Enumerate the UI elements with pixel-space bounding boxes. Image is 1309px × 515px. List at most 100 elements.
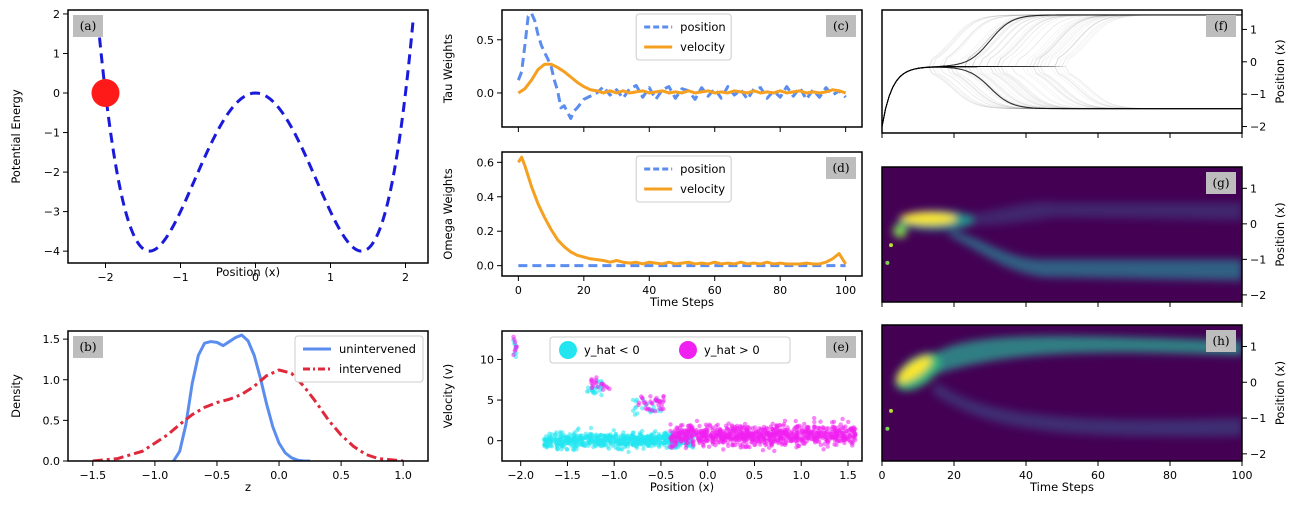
panel-g: −2 −1 0 1 Position (x) (g) [881,166,1287,307]
scatter-point [745,425,750,430]
scatter-point [706,444,712,449]
scatter-point [676,430,682,435]
y-tick-label: 1 [53,47,60,60]
scatter-point [601,382,606,387]
scatter-point [690,442,696,447]
panel-label-bg [73,336,103,358]
trajectory-line [882,14,1242,127]
scatter-point [805,428,811,433]
scatter-point [555,447,560,452]
scatter-point [636,400,642,405]
x-axis-label: Time Steps [1029,480,1094,494]
plot-area-g [882,167,1242,302]
trajectory-line [882,14,1242,127]
trajectory-line [882,14,1242,127]
scatter-point [836,428,842,433]
scatter-point [641,439,646,444]
y-tick-label: 0 [1250,376,1257,389]
heatmap-band-upper [946,202,1242,226]
scatter-point [597,434,602,439]
trajectory-line [882,14,1242,127]
scatter-point [731,443,736,448]
trajectory-line [882,14,1242,127]
scatter-point [740,441,745,447]
x-tick-label: −1 [172,271,188,284]
x-tick-label: 60 [1091,469,1105,482]
trajectory-main [882,14,1242,127]
scatter-point [542,444,547,449]
scatter-point [513,344,518,349]
x-tick-label: 0.0 [699,469,717,482]
scatter-point [631,441,636,446]
scatter-point [824,426,829,431]
y-tick-label: 1.5 [43,333,61,346]
x-tick-label: 60 [708,284,722,297]
trajectory-line [882,14,1242,127]
scatter-point [732,437,738,443]
legend-entry: velocity [680,40,725,54]
scatter-point [651,404,656,409]
scatter-point [617,442,622,448]
scatter-point [741,425,746,430]
scatter-point [778,440,784,445]
scatter-point [781,422,787,427]
x-tick-label: 0 [879,469,886,482]
panel-label: (a) [73,15,103,37]
trajectory-line [882,14,1242,127]
scatter-point [657,406,663,412]
trajectory-line [882,14,1242,127]
scatter-point [662,434,667,439]
scatter-point [816,432,821,438]
scatter-point [794,435,799,440]
trajectory-line [882,14,1242,127]
scatter-point [582,443,587,448]
y-tick-label: −2 [1250,289,1266,302]
scatter-point [796,443,801,449]
scatter-point [596,384,601,390]
scatter-point [578,437,583,442]
trajectory-line [882,14,1242,127]
scatter-point [654,395,659,401]
panel-label: (b) [73,336,103,358]
y-tick-label: 0.5 [43,414,61,427]
scatter-point [823,431,828,436]
scatter-point [573,439,578,444]
scatter-point [639,394,644,399]
y-tick-label: −2 [44,166,60,179]
trajectory-line [882,14,1242,127]
scatter-point [657,399,663,404]
trajectory-line [882,14,1242,127]
scatter-point [656,402,661,407]
panel-label: (d) [826,157,856,179]
plot-area-b [92,333,404,461]
trajectory-line [882,14,1242,127]
scatter-point [661,394,666,400]
scatter-point [844,428,849,433]
panel-e: −2.0 −1.5 −1.0 −0.5 0.0 0.5 1.0 1.5 0 5 10 Position… [441,330,863,494]
scatter-point [648,399,653,404]
y-axis-label: Position (x) [1273,202,1287,266]
x-tick-label: 0.5 [746,469,764,482]
scatter-point [668,428,673,434]
scatter-point [777,422,782,428]
scatter-point [615,446,620,451]
scatter-point [829,420,835,425]
scatter-point [583,431,589,436]
panel-h: 0 20 40 60 80 100 −2 −1 0 1 Time Steps Position (x)… [879,324,1287,494]
trajectory-line [882,14,1242,127]
x-tick-label: −2 [97,271,113,284]
scatter-point [680,429,685,435]
scatter-point [738,445,743,450]
trajectory-line [882,14,1242,127]
scatter-point [717,427,723,432]
legend: position velocity [635,155,732,203]
scatter-point [686,424,691,429]
scatter-point [657,434,662,439]
scatter-point [659,403,664,408]
y-tick-label: 1 [1250,182,1257,195]
x-tick-label: −2.0 [507,469,534,482]
panel-label-bg [826,15,856,37]
heatmap-dot [889,243,893,248]
scatter-point [772,448,777,454]
trajectory-line [882,14,1242,127]
